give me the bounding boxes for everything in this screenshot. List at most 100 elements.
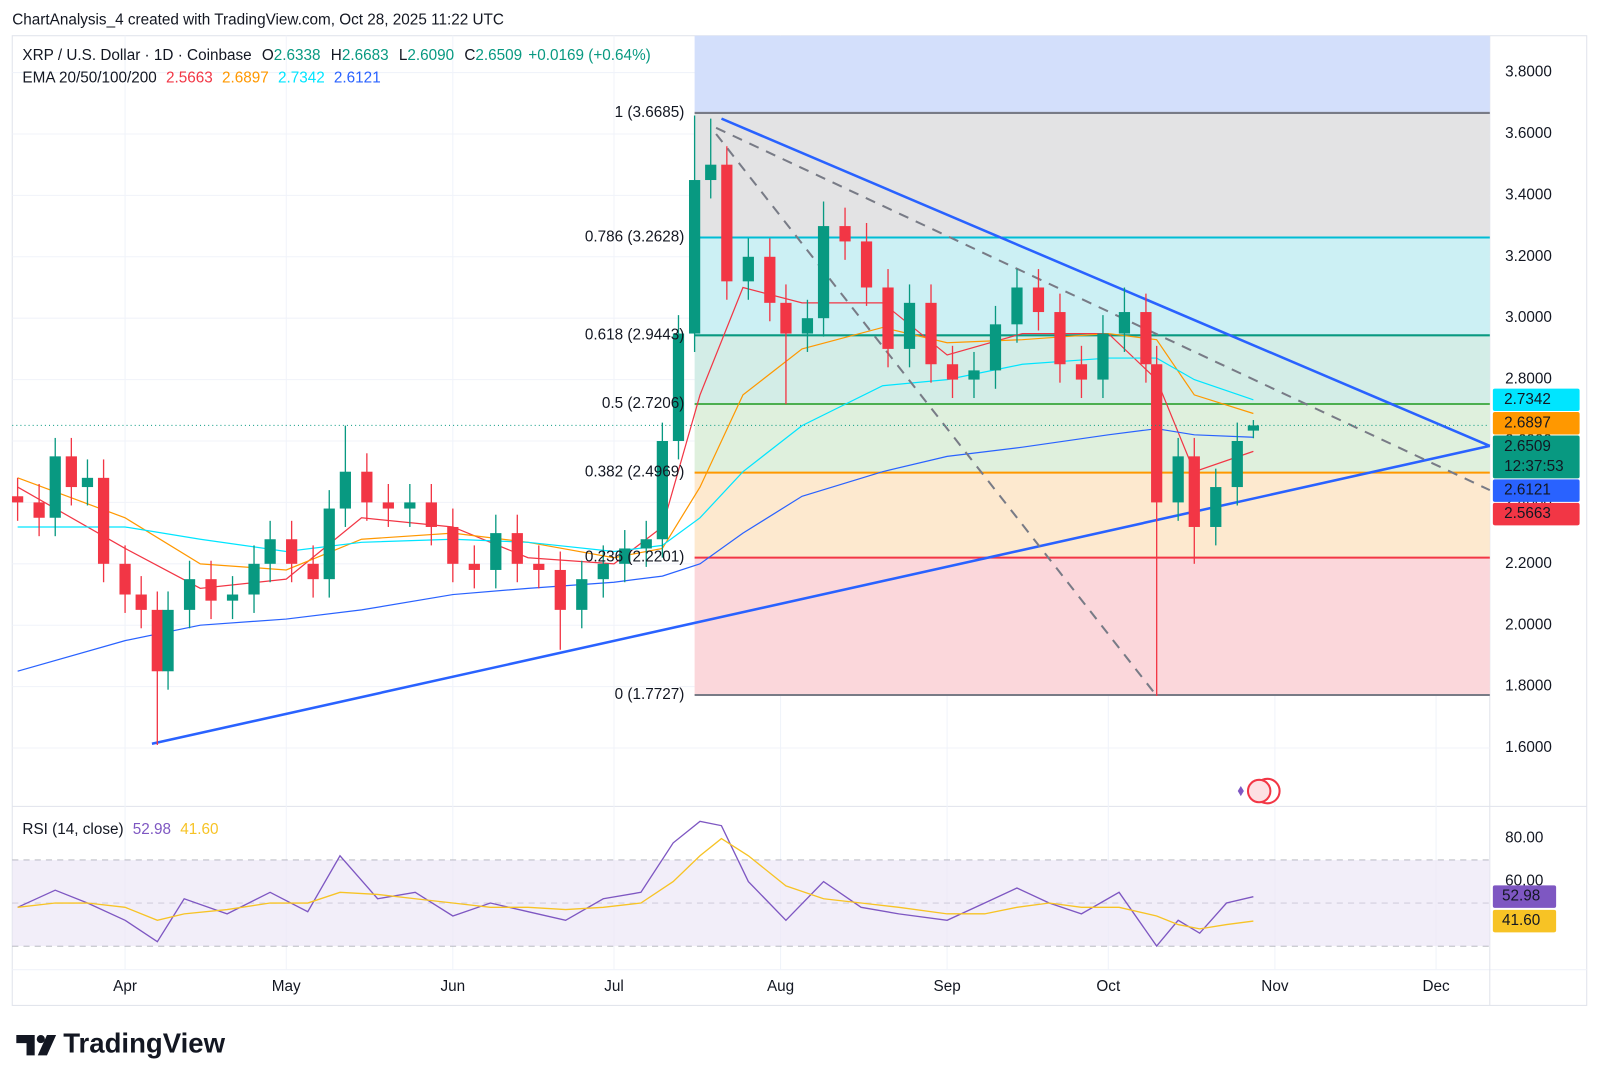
candle-body <box>119 563 131 595</box>
candle-body <box>162 609 174 672</box>
rsi-badge-label: 52.98 <box>1502 888 1540 905</box>
candle-body <box>688 180 701 334</box>
candle-body <box>860 241 873 288</box>
ema-legend-value: 2.6121 <box>334 70 381 87</box>
candle-body <box>1054 312 1066 365</box>
logo-shape <box>16 1035 35 1056</box>
ohlc-key: L <box>399 47 408 64</box>
candle-body <box>404 502 416 509</box>
candle-body <box>248 563 260 595</box>
candle-body <box>33 502 45 518</box>
ohlc-value: 2.6683 <box>342 47 389 64</box>
ema-legend-title: EMA 20/50/100/200 <box>22 70 156 87</box>
fib-level-label: 0.5 (2.7206) <box>602 395 684 412</box>
ema-legend-value: 2.7342 <box>278 70 325 87</box>
candle-body <box>1247 425 1259 431</box>
fib-level-label: 0.618 (2.9443) <box>585 326 685 343</box>
candle-body <box>135 594 147 610</box>
rsi-legend: RSI (14, close) 52.98 41.60 <box>22 821 218 838</box>
fib-zone <box>694 112 1490 238</box>
x-tick-label: May <box>272 978 301 995</box>
symbol-legend: XRP / U.S. Dollar · 1D · Coinbase O2.6338… <box>22 47 650 64</box>
candle-body <box>205 579 217 601</box>
change-label: +0.0169 (+0.64%) <box>528 47 650 64</box>
y-tick-label: 3.4000 <box>1505 186 1552 203</box>
candle-body <box>323 508 335 580</box>
trendline <box>151 444 1491 745</box>
candle-body <box>705 164 717 181</box>
candle-body <box>656 441 668 540</box>
candle-body <box>511 533 523 564</box>
rsi-badge <box>1492 885 1557 908</box>
candle-body <box>1011 287 1023 325</box>
x-tick-label: Aug <box>767 978 794 995</box>
logo-shape <box>36 1035 45 1044</box>
label-layer: 1.60001.80002.00002.20002.40002.60002.80… <box>22 47 1580 995</box>
logo-shape <box>37 1035 57 1056</box>
candle-body <box>361 471 373 503</box>
flag-icon <box>1237 777 1281 805</box>
y-tick-label: 3.2000 <box>1505 248 1552 265</box>
x-tick-label: Sep <box>934 978 961 995</box>
candle-body <box>721 164 733 282</box>
background-layer <box>11 35 1588 1006</box>
price-badge-label: 2.7342 <box>1504 391 1551 408</box>
candle-body <box>286 539 298 564</box>
price-badge <box>1492 388 1580 412</box>
rsi-legend-value: 52.98 <box>133 821 171 838</box>
candle-body <box>764 256 776 303</box>
candle-body <box>989 324 1002 371</box>
candle-body <box>597 563 609 580</box>
y-tick-label: 2.8000 <box>1505 371 1552 388</box>
countdown-label: 12:37:53 <box>1504 458 1564 475</box>
trendline <box>715 126 1491 492</box>
candle-body <box>1151 364 1163 503</box>
candle-body <box>1032 287 1045 313</box>
y-tick-label: 3.0000 <box>1505 309 1552 326</box>
candle-body <box>339 471 351 509</box>
candle-body <box>1075 364 1088 380</box>
fib-zone <box>694 35 1490 113</box>
fib-level-label: 0.382 (2.4969) <box>585 464 685 481</box>
candle-body <box>12 496 24 503</box>
candle-body <box>382 502 394 509</box>
rsi-badge <box>1492 909 1557 933</box>
rsi-badge-label: 41.60 <box>1502 912 1540 929</box>
ema-legend-value: 2.5663 <box>166 70 213 87</box>
y-tick-label: 3.6000 <box>1505 125 1552 142</box>
candle-body <box>1210 487 1222 527</box>
candle-body <box>264 539 276 564</box>
y-tick-label: 1.8000 <box>1505 678 1552 695</box>
ohlc-value: 2.6509 <box>475 47 522 64</box>
candle-body <box>903 302 916 349</box>
candle-body <box>307 563 319 580</box>
y-tick-label: 3.8000 <box>1505 64 1552 81</box>
x-tick-label: Jul <box>604 978 624 995</box>
price-badge-label: 2.5663 <box>1504 505 1551 522</box>
candle-body <box>226 594 239 601</box>
candle-body <box>742 256 754 282</box>
rsi-legend-value: 41.60 <box>180 821 218 838</box>
fib-level-label: 0 (1.7727) <box>615 686 685 703</box>
candle-body <box>183 579 196 610</box>
candle-body <box>65 456 77 488</box>
candle-body <box>672 333 685 442</box>
price-badge-label: 2.6509 <box>1504 438 1551 455</box>
fib-zone <box>694 403 1490 473</box>
x-tick-label: Nov <box>1261 978 1289 995</box>
candle-body <box>619 548 631 564</box>
y-tick-label: 2.0000 <box>1505 616 1552 633</box>
trendline <box>720 117 1491 448</box>
rsi-line <box>17 820 1254 948</box>
rsi-legend-title: RSI (14, close) <box>22 821 123 838</box>
fib-level-label: 0.786 (3.2628) <box>585 229 685 246</box>
candle-body <box>640 539 652 549</box>
fib-zone <box>694 335 1490 404</box>
candle-body <box>576 579 588 610</box>
brand-name: TradingView <box>63 1027 225 1058</box>
candle-body <box>425 502 437 527</box>
ohlc-key: O <box>262 47 274 64</box>
candle-body <box>468 563 480 570</box>
flag-ring <box>1246 778 1272 804</box>
